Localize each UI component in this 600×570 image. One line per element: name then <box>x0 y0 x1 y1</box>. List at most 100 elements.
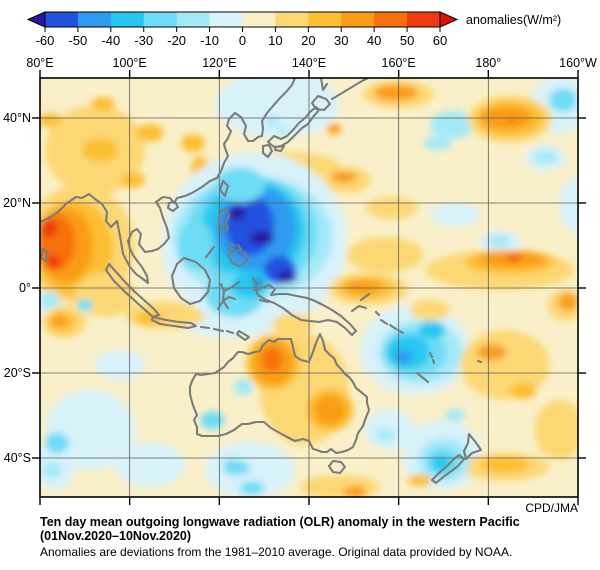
anomaly-region <box>114 442 185 487</box>
anomaly-region <box>40 219 58 237</box>
coastline-path <box>188 332 371 455</box>
anomaly-field <box>40 78 578 497</box>
anomaly-region <box>91 97 116 111</box>
colorbar-segment <box>407 12 441 27</box>
anomaly-region <box>94 350 145 380</box>
coastline-path <box>150 315 198 330</box>
anomaly-region <box>549 88 578 112</box>
axis-ticks <box>32 70 586 505</box>
coastline-path <box>216 280 241 311</box>
anomaly-region <box>231 271 268 299</box>
anomaly-region <box>508 117 517 124</box>
coastline-path <box>217 207 231 234</box>
coastlines <box>40 78 483 485</box>
anomaly-region <box>271 313 313 337</box>
coastline-path <box>319 78 329 92</box>
anomaly-region <box>506 254 522 261</box>
anomaly-region <box>215 78 340 138</box>
anomaly-region <box>417 321 446 339</box>
anomaly-region <box>205 441 295 497</box>
coastline-path <box>261 143 274 159</box>
anomaly-region <box>214 167 266 204</box>
anomaly-region <box>264 116 281 127</box>
colorbar-segment <box>374 12 408 27</box>
anomaly-region <box>409 299 451 321</box>
colorbar-tick-label: 20 <box>301 33 316 48</box>
colorbar-tick-label: 0 <box>238 33 247 48</box>
coastline-path <box>462 432 483 461</box>
coastline-path <box>204 241 243 259</box>
credit-label: CPD/JMA <box>525 501 578 515</box>
coastline-path <box>227 248 249 268</box>
anomaly-region <box>230 461 250 476</box>
anomaly-region <box>375 429 396 441</box>
anomaly-region <box>277 271 297 283</box>
top-axis-label: 100°E <box>112 56 147 70</box>
anomaly-region <box>233 378 254 396</box>
colorbar-segment <box>308 12 342 27</box>
anomaly-region <box>408 474 433 486</box>
coastline-path <box>374 310 405 335</box>
anomaly-region <box>82 138 118 162</box>
left-axis-label: 0° <box>19 281 31 295</box>
coastline-path <box>218 179 230 198</box>
anomaly-region <box>460 330 550 400</box>
coastline-path <box>235 329 251 342</box>
colorbar-segment <box>143 12 178 27</box>
anomaly-region <box>44 432 70 454</box>
anomaly-region <box>365 197 418 220</box>
anomaly-region <box>423 136 452 150</box>
colorbar-tick-label: -20 <box>167 33 187 48</box>
coastline-path <box>350 292 371 313</box>
anomaly-region <box>50 315 67 327</box>
anomaly-region <box>431 455 450 472</box>
top-axis-label: 180° <box>475 56 502 70</box>
colorbar-over-arrow <box>439 11 459 28</box>
anomaly-region <box>240 481 265 496</box>
coastline-path <box>327 459 347 475</box>
anomaly-region <box>42 461 62 478</box>
figure-title-line2: (01Nov.2020–10Nov.2020) <box>40 529 192 543</box>
coastline-path <box>40 78 297 285</box>
anomaly-region <box>558 179 578 231</box>
colorbar-segment <box>275 12 309 27</box>
anomaly-region <box>509 382 536 399</box>
anomaly-region <box>445 409 466 421</box>
anomaly-region <box>314 395 347 425</box>
anomaly-region <box>300 475 380 497</box>
top-axis-label: 140°E <box>291 56 327 70</box>
anomaly-region <box>487 234 512 247</box>
anomaly-region <box>120 172 145 189</box>
coastline-path <box>251 277 270 304</box>
anomaly-region <box>343 486 368 497</box>
colorbar-segment <box>176 12 211 27</box>
colorbar-under-arrow <box>26 11 46 28</box>
colorbar-tick-label: -30 <box>134 33 154 48</box>
left-axis-label: 20°N <box>3 196 31 210</box>
anomaly-region <box>533 150 558 164</box>
left-axis-label: 20°S <box>3 366 31 380</box>
anomaly-region <box>394 350 413 364</box>
anomaly-region <box>479 456 530 473</box>
anomaly-region <box>326 124 342 135</box>
colorbar-tick-label: 40 <box>366 33 382 48</box>
coastline-path <box>428 351 483 365</box>
anomaly-region <box>135 123 164 142</box>
anomaly-region <box>331 171 357 184</box>
anomaly-region <box>365 409 416 450</box>
anomaly-region <box>249 231 274 245</box>
colorbar-segment <box>45 12 79 27</box>
coastline-path <box>199 325 235 335</box>
coastline-path <box>40 247 50 263</box>
figure-subtitle: Anomalies are deviations from the 1981–2… <box>40 545 513 559</box>
colorbar-segment <box>77 12 112 27</box>
top-axis-label: 160°E <box>381 56 416 70</box>
colorbar-tick-label: 10 <box>268 33 283 48</box>
coastline-path <box>104 262 161 319</box>
coastline-path <box>166 200 180 213</box>
coastline-path <box>310 94 332 112</box>
anomaly-region <box>477 344 507 361</box>
colorbar-tick-label: -60 <box>35 33 55 48</box>
